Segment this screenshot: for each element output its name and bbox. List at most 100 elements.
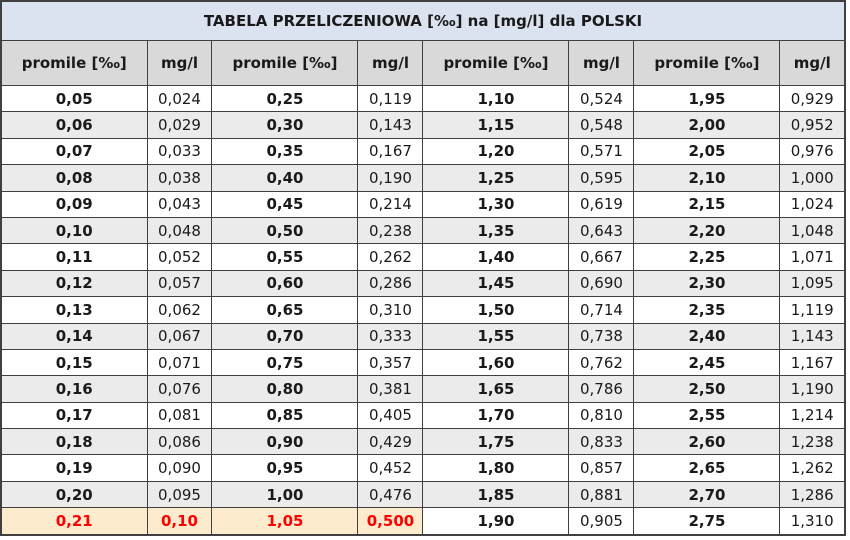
cell-mgl: 0,429 bbox=[357, 428, 424, 456]
column-header-promile: promile [‰] bbox=[211, 40, 359, 86]
cell-mgl: 0,048 bbox=[146, 216, 213, 245]
table-row: 0,12 0,057 0,60 0,286 1,45 0,690 2,30 1,095 bbox=[0, 269, 846, 298]
cell-promile: 0,07 bbox=[0, 137, 148, 166]
cell-promile: 0,10 bbox=[0, 216, 148, 245]
cell-promile: 0,95 bbox=[211, 454, 359, 482]
cell-promile: 0,18 bbox=[0, 428, 148, 456]
cell-mgl: 0,357 bbox=[357, 348, 424, 377]
cell-mgl: 1,310 bbox=[779, 507, 846, 536]
cell-promile: 0,45 bbox=[211, 190, 359, 218]
cell-mgl: 0,071 bbox=[146, 348, 213, 377]
cell-mgl: 1,095 bbox=[779, 269, 846, 298]
cell-promile: 1,05 bbox=[211, 507, 359, 536]
cell-promile: 1,85 bbox=[422, 480, 570, 509]
cell-promile: 0,40 bbox=[211, 164, 359, 192]
cell-promile: 2,75 bbox=[633, 507, 781, 536]
cell-promile: 0,06 bbox=[0, 111, 148, 139]
table-row: 0,18 0,086 0,90 0,429 1,75 0,833 2,60 1,238 bbox=[0, 428, 846, 456]
cell-mgl: 0,810 bbox=[568, 401, 635, 430]
cell-promile: 1,30 bbox=[422, 190, 570, 218]
cell-promile: 0,80 bbox=[211, 375, 359, 403]
cell-mgl: 0,262 bbox=[357, 243, 424, 271]
table-row: 0,16 0,076 0,80 0,381 1,65 0,786 2,50 1,190 bbox=[0, 375, 846, 403]
cell-promile: 1,95 bbox=[633, 84, 781, 113]
cell-promile: 1,70 bbox=[422, 401, 570, 430]
cell-mgl: 0,619 bbox=[568, 190, 635, 218]
cell-promile: 1,20 bbox=[422, 137, 570, 166]
cell-mgl: 0,038 bbox=[146, 164, 213, 192]
cell-mgl: 0,214 bbox=[357, 190, 424, 218]
cell-mgl: 0,043 bbox=[146, 190, 213, 218]
cell-mgl: 1,190 bbox=[779, 375, 846, 403]
cell-promile: 2,50 bbox=[633, 375, 781, 403]
table-row: 0,08 0,038 0,40 0,190 1,25 0,595 2,10 1,000 bbox=[0, 164, 846, 192]
cell-promile: 1,40 bbox=[422, 243, 570, 271]
cell-promile: 1,35 bbox=[422, 216, 570, 245]
cell-promile: 1,50 bbox=[422, 296, 570, 324]
cell-promile: 2,60 bbox=[633, 428, 781, 456]
cell-mgl: 1,143 bbox=[779, 322, 846, 350]
cell-promile: 0,85 bbox=[211, 401, 359, 430]
cell-mgl: 0,081 bbox=[146, 401, 213, 430]
table-body: 0,05 0,024 0,25 0,119 1,10 0,524 1,95 0,929 0,06… bbox=[0, 84, 846, 536]
cell-promile: 0,16 bbox=[0, 375, 148, 403]
cell-promile: 0,14 bbox=[0, 322, 148, 350]
cell-promile: 0,17 bbox=[0, 401, 148, 430]
cell-mgl: 0,286 bbox=[357, 269, 424, 298]
cell-promile: 0,09 bbox=[0, 190, 148, 218]
cell-promile: 2,40 bbox=[633, 322, 781, 350]
cell-mgl: 0,405 bbox=[357, 401, 424, 430]
cell-promile: 1,55 bbox=[422, 322, 570, 350]
table-row: 0,06 0,029 0,30 0,143 1,15 0,548 2,00 0,952 bbox=[0, 111, 846, 139]
table-row: 0,11 0,052 0,55 0,262 1,40 0,667 2,25 1,071 bbox=[0, 243, 846, 271]
cell-promile: 2,05 bbox=[633, 137, 781, 166]
cell-promile: 1,90 bbox=[422, 507, 570, 536]
cell-promile: 0,08 bbox=[0, 164, 148, 192]
column-header-promile: promile [‰] bbox=[0, 40, 148, 86]
cell-promile: 2,55 bbox=[633, 401, 781, 430]
cell-mgl: 1,238 bbox=[779, 428, 846, 456]
cell-mgl: 0,076 bbox=[146, 375, 213, 403]
cell-mgl: 0,476 bbox=[357, 480, 424, 509]
cell-promile: 0,50 bbox=[211, 216, 359, 245]
column-header-mgl: mg/l bbox=[357, 40, 424, 86]
cell-mgl: 1,024 bbox=[779, 190, 846, 218]
table-row: 0,14 0,067 0,70 0,333 1,55 0,738 2,40 1,143 bbox=[0, 322, 846, 350]
cell-promile: 2,10 bbox=[633, 164, 781, 192]
cell-mgl: 0,548 bbox=[568, 111, 635, 139]
column-header-mgl: mg/l bbox=[568, 40, 635, 86]
cell-mgl: 0,833 bbox=[568, 428, 635, 456]
cell-mgl: 0,857 bbox=[568, 454, 635, 482]
cell-promile: 2,70 bbox=[633, 480, 781, 509]
cell-promile: 0,65 bbox=[211, 296, 359, 324]
cell-mgl: 0,310 bbox=[357, 296, 424, 324]
cell-promile: 0,12 bbox=[0, 269, 148, 298]
cell-mgl: 0,024 bbox=[146, 84, 213, 113]
cell-mgl: 1,167 bbox=[779, 348, 846, 377]
cell-mgl: 1,286 bbox=[779, 480, 846, 509]
cell-mgl: 0,119 bbox=[357, 84, 424, 113]
cell-promile: 0,55 bbox=[211, 243, 359, 271]
cell-promile: 1,15 bbox=[422, 111, 570, 139]
cell-promile: 1,10 bbox=[422, 84, 570, 113]
cell-promile: 0,90 bbox=[211, 428, 359, 456]
cell-mgl: 0,881 bbox=[568, 480, 635, 509]
cell-mgl: 1,048 bbox=[779, 216, 846, 245]
cell-mgl: 0,595 bbox=[568, 164, 635, 192]
cell-mgl: 1,000 bbox=[779, 164, 846, 192]
column-header-mgl: mg/l bbox=[779, 40, 846, 86]
cell-mgl: 1,262 bbox=[779, 454, 846, 482]
table-row: 0,07 0,033 0,35 0,167 1,20 0,571 2,05 0,976 bbox=[0, 137, 846, 166]
column-header-promile: promile [‰] bbox=[422, 40, 570, 86]
table-row: 0,15 0,071 0,75 0,357 1,60 0,762 2,45 1,167 bbox=[0, 348, 846, 377]
cell-promile: 2,30 bbox=[633, 269, 781, 298]
table-title-row: TABELA PRZELICZENIOWA [‰] na [mg/l] dla … bbox=[0, 0, 846, 41]
cell-mgl: 0,929 bbox=[779, 84, 846, 113]
cell-promile: 2,00 bbox=[633, 111, 781, 139]
cell-promile: 2,65 bbox=[633, 454, 781, 482]
column-header-mgl: mg/l bbox=[146, 40, 213, 86]
cell-mgl: 0,238 bbox=[357, 216, 424, 245]
table-row: 0,20 0,095 1,00 0,476 1,85 0,881 2,70 1,286 bbox=[0, 480, 846, 509]
cell-mgl: 0,381 bbox=[357, 375, 424, 403]
